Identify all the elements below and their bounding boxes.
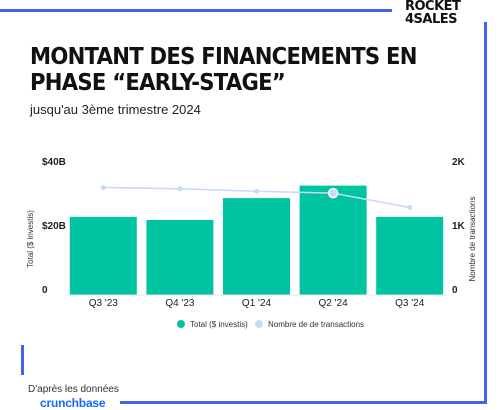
bar: [223, 198, 290, 295]
left-tick-label: $40B: [42, 157, 66, 168]
logo-line-1: ROCKET: [405, 0, 461, 14]
right-tick-label: 1K: [452, 221, 466, 232]
x-tick-label: Q1 '24: [242, 298, 272, 309]
chart-title: MONTANT DES FINANCEMENTS EN PHASE “EARLY…: [30, 44, 417, 96]
left-tick-label: $20B: [42, 221, 66, 232]
transactions-point: [407, 205, 413, 210]
bar: [376, 216, 444, 295]
right-axis-title: Nombre de transactions: [468, 197, 477, 282]
bar: [146, 220, 214, 295]
transactions-point: [254, 188, 259, 194]
legend-swatch-bars: [177, 320, 185, 328]
left-axis-title: Total ($ investis): [26, 210, 35, 268]
frame-left-border: [21, 345, 24, 375]
logo-line-2: 4SALES: [405, 12, 458, 27]
legend-label-line: Nombre de de transactions: [268, 320, 364, 329]
x-tick-label: Q2 '24: [319, 298, 349, 309]
legend-label-bars: Total ($ investis): [190, 320, 248, 329]
frame-right-border: [484, 22, 487, 404]
rocket4sales-logo: ROCKET 4SALES: [405, 0, 477, 26]
source-label: D'après les données: [28, 384, 119, 395]
transactions-point: [100, 185, 106, 190]
x-tick-label: Q4 '23: [165, 298, 195, 309]
right-tick-label: 0: [452, 285, 458, 296]
crunchbase-logo: crunchbase: [40, 396, 106, 410]
bar: [299, 185, 367, 295]
bar: [69, 216, 137, 295]
x-tick-label: Q3 '23: [89, 298, 119, 309]
chart-subtitle: jusqu'au 3ème trimestre 2024: [30, 102, 201, 117]
legend-swatch-line: [255, 320, 263, 328]
transactions-point: [177, 186, 183, 192]
x-tick-label: Q3 '24: [395, 298, 425, 309]
frame-top-border: [0, 9, 392, 12]
frame-bottom-border: [120, 401, 487, 404]
right-tick-label: 2K: [452, 157, 466, 168]
left-tick-label: 0: [42, 285, 48, 296]
transactions-point: [327, 187, 339, 199]
